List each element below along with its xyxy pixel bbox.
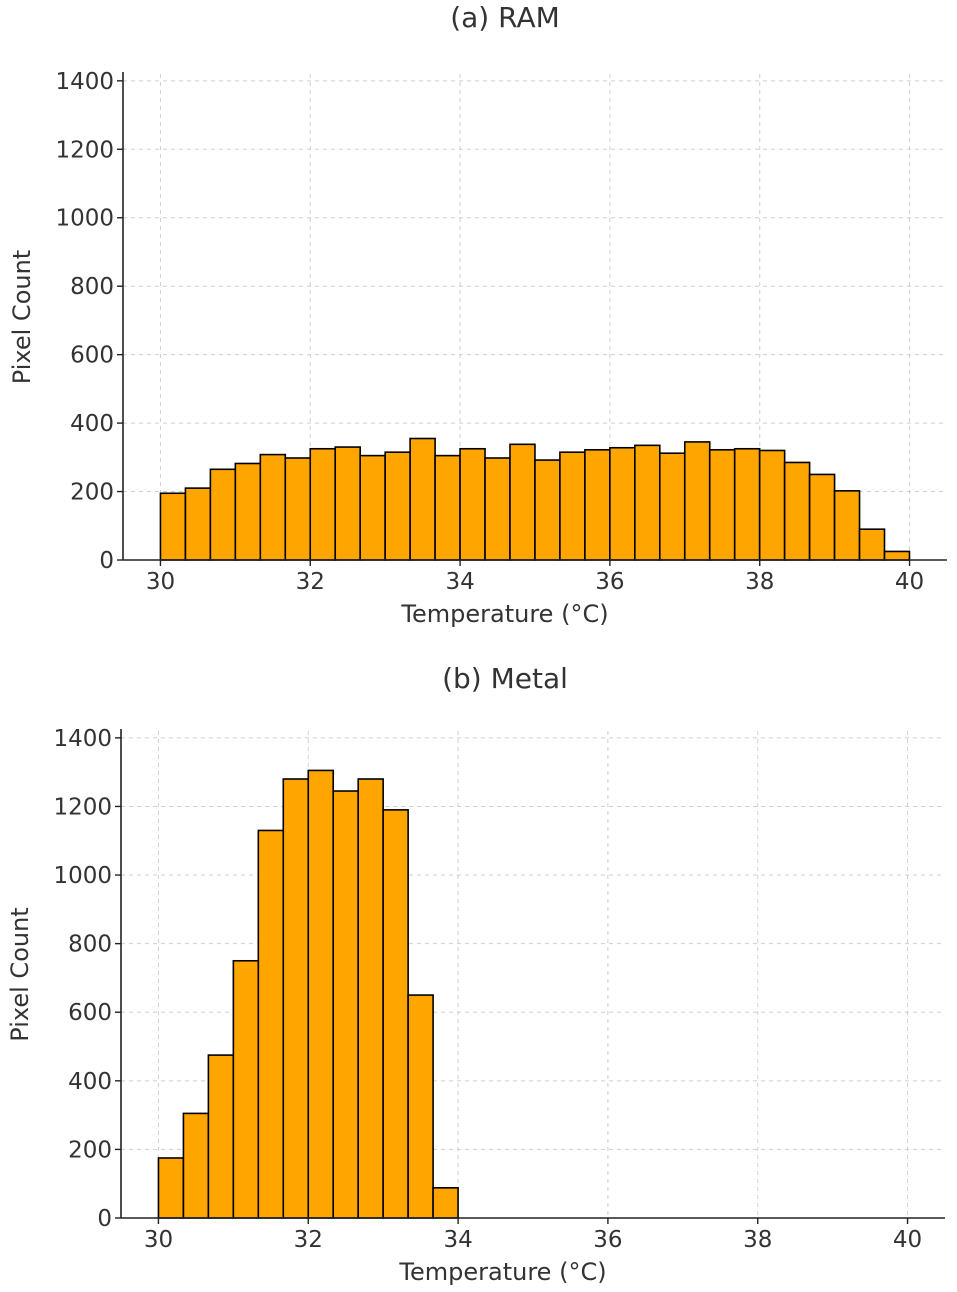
x-tick-label: 36	[593, 1227, 622, 1253]
histogram-bar	[733, 447, 761, 561]
x-axis-title: Temperature (°C)	[400, 600, 608, 628]
x-tick-label: 40	[895, 569, 924, 595]
histogram-bar	[708, 448, 736, 561]
histogram-bar	[658, 452, 686, 561]
histogram-bar	[259, 453, 287, 561]
y-tick-label: 800	[70, 274, 114, 300]
histogram-bar	[359, 454, 386, 561]
histogram-bar	[758, 449, 786, 561]
y-tick-label: 1400	[53, 726, 112, 752]
histogram-bar	[209, 468, 237, 561]
y-tick-label: 1200	[55, 137, 114, 163]
histogram-bar	[534, 459, 561, 561]
chart-title: (a) RAM	[450, 1, 560, 34]
histogram-bar	[484, 457, 511, 561]
x-tick-label: 36	[595, 569, 624, 595]
y-tick-label: 1000	[53, 863, 112, 889]
histogram-bar	[332, 790, 359, 1219]
histogram-bar	[282, 778, 310, 1219]
histogram-bar	[309, 447, 337, 561]
x-tick-label: 38	[743, 1227, 772, 1253]
histogram-bar	[182, 1112, 210, 1219]
histogram-bar	[434, 454, 461, 561]
y-tick-label: 1400	[55, 69, 114, 95]
x-tick-label: 34	[445, 569, 474, 595]
histogram-bar	[783, 461, 811, 561]
y-tick-label: 1200	[53, 794, 112, 820]
histogram-bar	[384, 451, 411, 561]
y-tick-label: 600	[70, 343, 114, 369]
histogram-bar	[634, 444, 661, 561]
histogram-bar	[257, 829, 285, 1219]
chart-metal: 30 32 34 36 38 400200400600800100012001400(b)…	[6, 662, 945, 1286]
histogram-bar	[334, 446, 361, 561]
histogram-bar	[432, 1187, 459, 1219]
y-axis-title: Pixel Count	[8, 250, 36, 384]
chart-ram: 30 32 34 36 38 400200400600800100012001400(a)…	[8, 1, 947, 628]
x-tick-label: 30	[146, 569, 175, 595]
x-tick-label: 30	[144, 1227, 173, 1253]
x-tick-label: 38	[745, 569, 774, 595]
y-tick-label: 800	[68, 932, 112, 958]
histogram-bar	[883, 550, 911, 561]
y-tick-label: 400	[70, 411, 114, 437]
y-tick-label: 400	[68, 1069, 112, 1095]
x-tick-label: 32	[296, 569, 325, 595]
histogram-bar	[858, 528, 886, 561]
histogram-bar	[207, 1054, 235, 1219]
y-tick-label: 0	[99, 548, 114, 574]
x-tick-label: 34	[443, 1227, 472, 1253]
histogram-bar	[559, 451, 586, 561]
y-tick-label: 1000	[55, 206, 114, 232]
histogram-bar	[307, 769, 335, 1219]
histogram-bar	[382, 809, 409, 1219]
histogram-bar	[683, 441, 711, 561]
x-axis-title: Temperature (°C)	[398, 1258, 606, 1286]
histogram-bar	[459, 447, 486, 561]
histogram-bar	[234, 462, 262, 561]
histogram-bar	[409, 437, 436, 561]
x-tick-label: 32	[294, 1227, 323, 1253]
histogram-bar	[833, 490, 861, 561]
histogram-bar	[357, 778, 384, 1219]
histogram-bar	[584, 448, 611, 561]
histogram-bar	[157, 1157, 185, 1219]
y-tick-label: 0	[97, 1206, 112, 1232]
y-tick-label: 200	[68, 1137, 112, 1163]
y-tick-label: 600	[68, 1000, 112, 1026]
histogram-bar	[509, 443, 536, 561]
histogram-bar	[407, 994, 434, 1219]
y-axis-title: Pixel Count	[6, 907, 34, 1041]
x-tick-label: 40	[893, 1227, 922, 1253]
histogram-bar	[284, 457, 312, 561]
y-tick-label: 200	[70, 480, 114, 506]
histogram-bar	[232, 959, 260, 1219]
histogram-bar	[184, 487, 212, 561]
histogram-bar	[609, 446, 636, 561]
histogram-bar	[808, 473, 836, 561]
histogram-bar	[159, 492, 187, 561]
chart-title: (b) Metal	[442, 662, 568, 695]
